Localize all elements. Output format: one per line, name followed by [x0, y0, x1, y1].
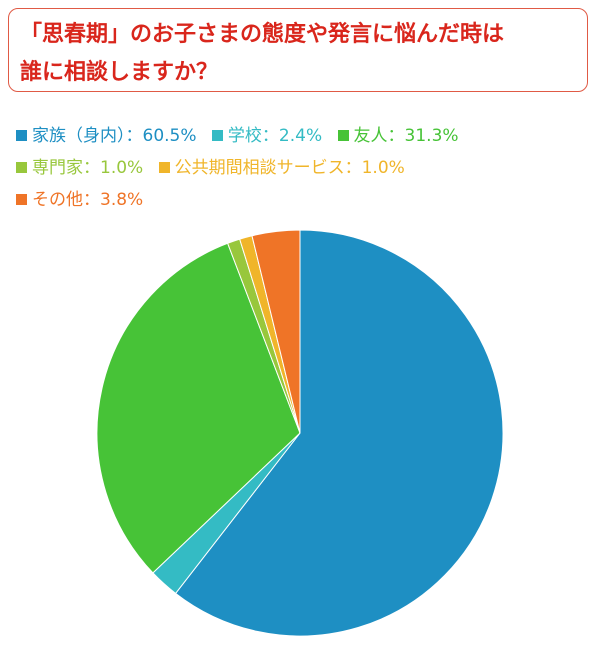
legend-separator: ：	[261, 126, 279, 146]
legend-item: 家族（身内）：60.5%	[16, 120, 197, 152]
pie-slice	[96, 242, 301, 574]
legend-swatch	[16, 162, 27, 173]
chart-title: 「思春期」のお子さまの態度や発言に悩んだ時は 誰に相談しますか？	[20, 16, 580, 92]
legend-separator: ：	[83, 158, 100, 178]
legend-separator: ：	[125, 126, 143, 146]
legend-row: その他：3.8%	[16, 184, 591, 216]
legend-item: 友人：31.3%	[337, 120, 459, 152]
legend-label: 専門家	[32, 158, 83, 178]
legend-value: 3.8%	[100, 190, 144, 210]
legend-label: 友人	[353, 126, 388, 146]
legend-value: 1.0%	[361, 158, 405, 178]
chart-title-line-1: 「思春期」のお子さまの態度や発言に悩んだ時は	[20, 22, 505, 47]
legend-item: 公共期間相談サービス：1.0%	[158, 152, 405, 184]
legend-separator: ：	[344, 158, 362, 178]
legend-separator: ：	[83, 190, 100, 210]
legend-row: 家族（身内）：60.5% 学校：2.4% 友人：31.3%	[16, 120, 591, 152]
legend-swatch	[16, 194, 27, 205]
legend-swatch	[158, 162, 170, 173]
legend-row: 専門家：1.0% 公共期間相談サービス：1.0%	[16, 152, 591, 184]
legend-label: 家族（身内）	[32, 126, 126, 146]
legend-label: 公共期間相談サービス	[174, 158, 345, 178]
legend-separator: ：	[387, 126, 405, 146]
title-bubble	[8, 8, 588, 92]
legend-value: 2.4%	[278, 126, 323, 146]
legend-value: 60.5%	[142, 126, 197, 146]
legend-label: 学校	[227, 126, 262, 146]
legend-swatch	[337, 130, 349, 141]
chart-title-line-2: 誰に相談しますか？	[20, 60, 219, 85]
legend-item: 専門家：1.0%	[16, 152, 143, 184]
legend-value: 1.0%	[100, 158, 144, 178]
legend-value: 31.3%	[404, 126, 459, 146]
legend-item: 学校：2.4%	[211, 120, 323, 152]
legend-swatch	[16, 130, 27, 141]
pie-slice	[174, 229, 504, 637]
legend-item: その他：3.8%	[16, 184, 143, 216]
legend-swatch	[211, 130, 223, 141]
legend-label: その他	[32, 190, 83, 210]
pie-slice	[251, 229, 301, 434]
legend: 家族（身内）：60.5% 学校：2.4% 友人：31.3% 専門家：1.0% 公…	[16, 120, 591, 216]
